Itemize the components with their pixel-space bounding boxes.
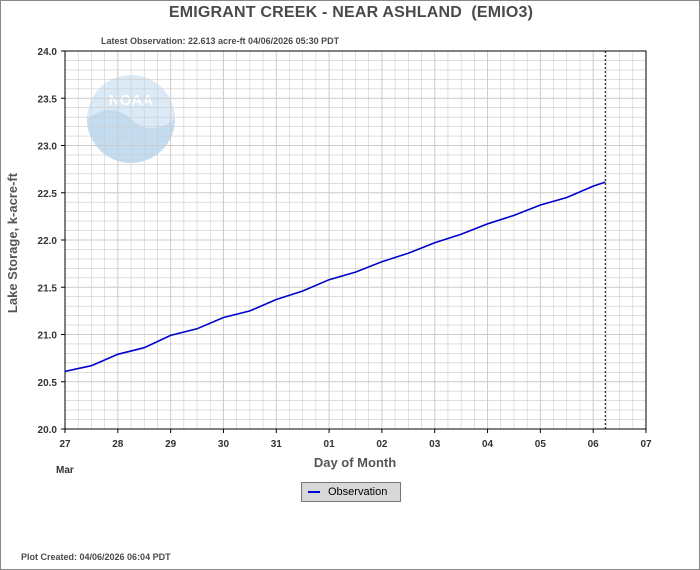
latest-observation-text: Latest Observation: 22.613 acre-ft 04/06… (101, 36, 340, 46)
x-tick-label: 03 (429, 439, 441, 450)
y-tick-label: 23.0 (38, 142, 58, 153)
x-tick-label: 02 (376, 439, 388, 450)
x-axis-label: Day of Month (314, 455, 396, 470)
x-month-label: Mar (56, 465, 74, 476)
legend-swatch-observation (308, 491, 320, 493)
x-tick-label: 27 (59, 439, 71, 450)
x-tick-label: 05 (535, 439, 547, 450)
y-tick-label: 21.5 (38, 283, 58, 294)
y-axis-label: Lake Storage, k-acre-ft (5, 172, 20, 313)
y-tick-label: 22.5 (38, 189, 58, 200)
x-tick-label: 29 (165, 439, 177, 450)
y-tick-label: 24.0 (38, 47, 58, 58)
x-tick-label: 04 (482, 439, 494, 450)
y-tick-label: 22.0 (38, 236, 58, 247)
x-tick-label: 01 (324, 439, 336, 450)
x-tick-label: 06 (588, 439, 600, 450)
y-tick-label: 20.0 (38, 425, 58, 436)
axis-ticks: 27 28 29 30 31 01 02 03 04 05 06 07 20.0 20.5 21.0 21.5… (38, 47, 652, 450)
x-tick-label: 07 (640, 439, 652, 450)
plot-created-text: Plot Created: 04/06/2026 06:04 PDT (21, 552, 171, 562)
y-tick-label: 23.5 (38, 94, 58, 105)
chart-legend: Observation (301, 482, 401, 502)
y-tick-label: 21.0 (38, 331, 58, 342)
grid-lines (65, 51, 646, 429)
x-tick-label: 30 (218, 439, 230, 450)
chart-title: EMIGRANT CREEK - NEAR ASHLAND (EMIO3) (168, 4, 534, 21)
y-tick-label: 20.5 (38, 378, 58, 389)
series-observation-line (64, 181, 606, 373)
legend-label-observation: Observation (328, 486, 388, 498)
x-tick-label: 28 (112, 439, 124, 450)
x-tick-label: 31 (271, 439, 283, 450)
